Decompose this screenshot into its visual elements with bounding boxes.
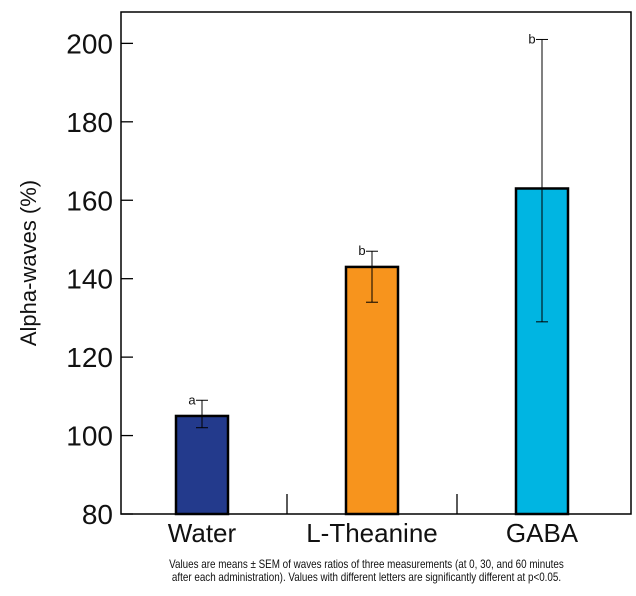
x-tick-label: Water: [168, 518, 237, 548]
significance-letter: a: [188, 392, 196, 407]
y-tick-label: 180: [66, 107, 113, 138]
y-tick-label: 200: [66, 28, 113, 59]
bar-water: [174, 414, 230, 516]
y-tick-label: 160: [66, 185, 113, 216]
x-tick-label: GABA: [506, 518, 579, 548]
bar-l-theanine: [344, 265, 400, 516]
figure-caption: Values are means ± SEM of waves ratios o…: [100, 558, 633, 584]
x-tick-label: L-Theanine: [306, 518, 438, 548]
bars: a b b: [174, 31, 570, 516]
caption-line-1: Values are means ± SEM of waves ratios o…: [169, 557, 564, 571]
significance-letter: b: [528, 31, 535, 46]
y-tick-label: 80: [82, 499, 113, 530]
y-tick-label: 100: [66, 421, 113, 452]
caption-line-2: after each administration). Values with …: [171, 570, 562, 584]
significance-letter: b: [358, 243, 365, 258]
y-tick-label: 140: [66, 264, 113, 295]
y-tick-label: 120: [66, 342, 113, 373]
y-axis-label: Alpha-waves (%): [16, 180, 41, 346]
y-axis: 80 100 120 140 160 180 200: [66, 28, 133, 530]
x-axis: Water L-Theanine GABA: [168, 494, 579, 548]
